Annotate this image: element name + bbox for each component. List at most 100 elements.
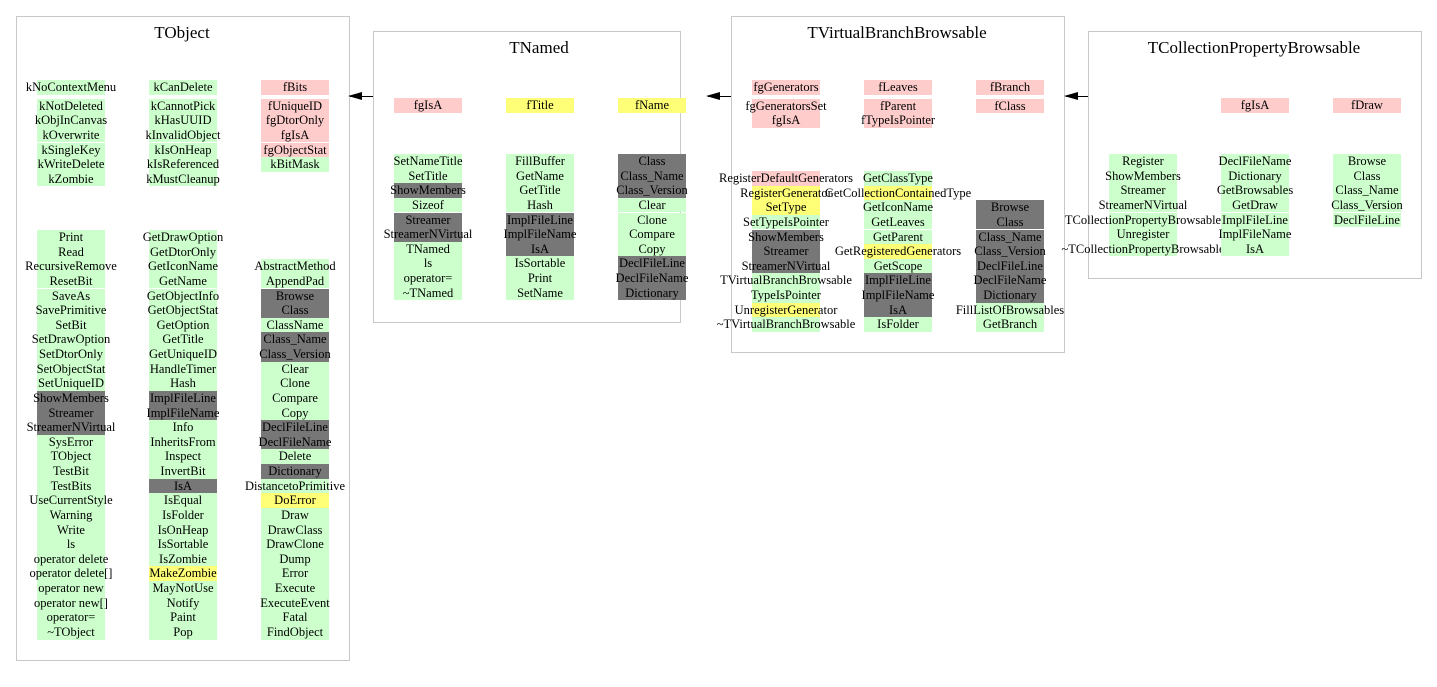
method-cell[interactable]: operator delete[] [30, 566, 112, 582]
field-cell[interactable]: kIsReferenced [147, 157, 219, 172]
method-cell[interactable]: ls [394, 256, 462, 271]
method-cell[interactable]: GetLeaves [864, 214, 932, 230]
method-cell[interactable]: StreamerNVirtual [384, 227, 472, 242]
method-cell[interactable]: Dictionary [1221, 168, 1289, 184]
method-cell[interactable]: GetBranch [976, 317, 1044, 332]
method-cell[interactable]: Unregister [1109, 227, 1177, 242]
field-cell[interactable]: kZombie [37, 171, 105, 187]
method-cell[interactable]: Sizeof [394, 197, 462, 213]
method-cell[interactable]: Clear [261, 361, 329, 377]
method-cell[interactable]: Streamer [37, 405, 105, 421]
field-cell[interactable]: fDraw [1333, 98, 1401, 113]
method-cell[interactable]: operator= [37, 610, 105, 625]
method-cell[interactable]: GetScope [864, 258, 932, 274]
field-cell[interactable]: kObjInCanvas [35, 113, 107, 128]
method-cell[interactable]: SetType [752, 200, 820, 215]
method-cell[interactable]: ImplFileName [504, 227, 576, 242]
method-cell[interactable]: Clone [261, 376, 329, 391]
method-cell[interactable]: FindObject [261, 625, 329, 640]
method-cell[interactable]: IsFolder [149, 507, 217, 523]
method-cell[interactable]: Inspect [149, 449, 217, 465]
method-cell[interactable]: Browse [976, 200, 1044, 215]
method-cell[interactable]: TestBits [37, 478, 105, 494]
field-cell[interactable]: fTypeIsPointer [861, 113, 935, 128]
method-cell[interactable]: ExecuteEvent [260, 595, 330, 611]
field-cell[interactable]: kCannotPick [149, 98, 217, 114]
method-cell[interactable]: IsZombie [149, 551, 217, 567]
method-cell[interactable]: MakeZombie [149, 566, 217, 582]
method-cell[interactable]: StreamerNVirtual [742, 258, 830, 274]
method-cell[interactable]: SaveAs [37, 288, 105, 304]
method-cell[interactable]: ImplFileName [147, 405, 219, 421]
method-cell[interactable]: Draw [261, 507, 329, 523]
method-cell[interactable]: AbstractMethod [254, 259, 336, 274]
method-cell[interactable]: GetCollectionContainedType [825, 185, 971, 201]
method-cell[interactable]: Info [149, 420, 217, 435]
method-cell[interactable]: FillListOfBrowsables [956, 302, 1064, 318]
method-cell[interactable]: SysError [37, 434, 105, 450]
method-cell[interactable]: DeclFileLine [976, 258, 1044, 274]
method-cell[interactable]: MayNotUse [149, 581, 217, 596]
method-cell[interactable]: Execute [261, 581, 329, 596]
method-cell[interactable]: Write [37, 522, 105, 538]
method-cell[interactable]: InvertBit [149, 464, 217, 479]
method-cell[interactable]: Class [1333, 168, 1401, 184]
method-cell[interactable]: ImplFileLine [864, 273, 932, 288]
method-cell[interactable]: IsA [149, 478, 217, 494]
method-cell[interactable]: SetDtorOnly [37, 347, 105, 362]
method-cell[interactable]: RecursiveRemove [25, 259, 117, 274]
method-cell[interactable]: ImplFileName [862, 288, 934, 303]
method-cell[interactable]: UseCurrentStyle [29, 493, 113, 508]
method-cell[interactable]: Copy [261, 405, 329, 421]
field-cell[interactable]: kSingleKey [37, 142, 105, 158]
method-cell[interactable]: Compare [261, 390, 329, 406]
method-cell[interactable]: TCollectionPropertyBrowsable [1065, 212, 1221, 228]
method-cell[interactable]: IsA [864, 302, 932, 318]
method-cell[interactable]: DrawClass [261, 522, 329, 538]
method-cell[interactable]: Read [37, 244, 105, 260]
method-cell[interactable]: StreamerNVirtual [1099, 197, 1187, 213]
method-cell[interactable]: TNamed [394, 241, 462, 257]
method-cell[interactable]: operator delete [34, 551, 108, 567]
method-cell[interactable]: GetUniqueID [149, 347, 217, 362]
method-cell[interactable]: IsSortable [149, 537, 217, 552]
method-cell[interactable]: SetTypeIsPointer [743, 214, 829, 230]
method-cell[interactable]: GetParent [864, 229, 932, 245]
method-cell[interactable]: Delete [261, 449, 329, 465]
method-cell[interactable]: Paint [149, 610, 217, 625]
method-cell[interactable]: Class_Version [974, 244, 1046, 259]
method-cell[interactable]: IsEqual [149, 493, 217, 508]
method-cell[interactable]: GetDtorOnly [149, 244, 217, 260]
method-cell[interactable]: HandleTimer [149, 361, 217, 377]
field-cell[interactable]: kBitMask [261, 157, 329, 172]
method-cell[interactable]: ImplFileLine [506, 212, 574, 228]
field-cell[interactable]: kIsOnHeap [149, 142, 217, 158]
field-cell[interactable]: fgIsA [394, 98, 462, 113]
method-cell[interactable]: Error [261, 566, 329, 582]
field-cell[interactable]: kNotDeleted [37, 98, 105, 114]
method-cell[interactable]: SetUniqueID [37, 376, 105, 391]
method-cell[interactable]: Class_Name [1333, 183, 1401, 198]
method-cell[interactable]: Class_Name [261, 332, 329, 347]
method-cell[interactable]: Class_Version [616, 183, 688, 198]
method-cell[interactable]: IsA [1221, 241, 1289, 257]
field-cell[interactable]: kHasUUID [149, 113, 217, 128]
method-cell[interactable]: ~TNamed [394, 285, 462, 301]
method-cell[interactable]: Hash [149, 376, 217, 391]
method-cell[interactable]: ResetBit [37, 273, 105, 289]
method-cell[interactable]: Notify [149, 595, 217, 611]
method-cell[interactable]: GetName [149, 273, 217, 289]
method-cell[interactable]: SavePrimitive [36, 303, 106, 318]
method-cell[interactable]: TypeIsPointer [751, 288, 821, 303]
method-cell[interactable]: GetTitle [149, 332, 217, 347]
method-cell[interactable]: RegisterGenerator [740, 185, 832, 201]
method-cell[interactable]: DoError [261, 493, 329, 508]
field-cell[interactable]: kMustCleanup [146, 171, 220, 187]
method-cell[interactable]: DrawClone [261, 537, 329, 552]
method-cell[interactable]: StreamerNVirtual [27, 420, 115, 435]
method-cell[interactable]: Pop [149, 625, 217, 640]
method-cell[interactable]: IsFolder [864, 317, 932, 332]
field-cell[interactable]: fName [618, 98, 686, 113]
method-cell[interactable]: RegisterDefaultGenerators [719, 171, 853, 186]
method-cell[interactable]: Warning [37, 507, 105, 523]
